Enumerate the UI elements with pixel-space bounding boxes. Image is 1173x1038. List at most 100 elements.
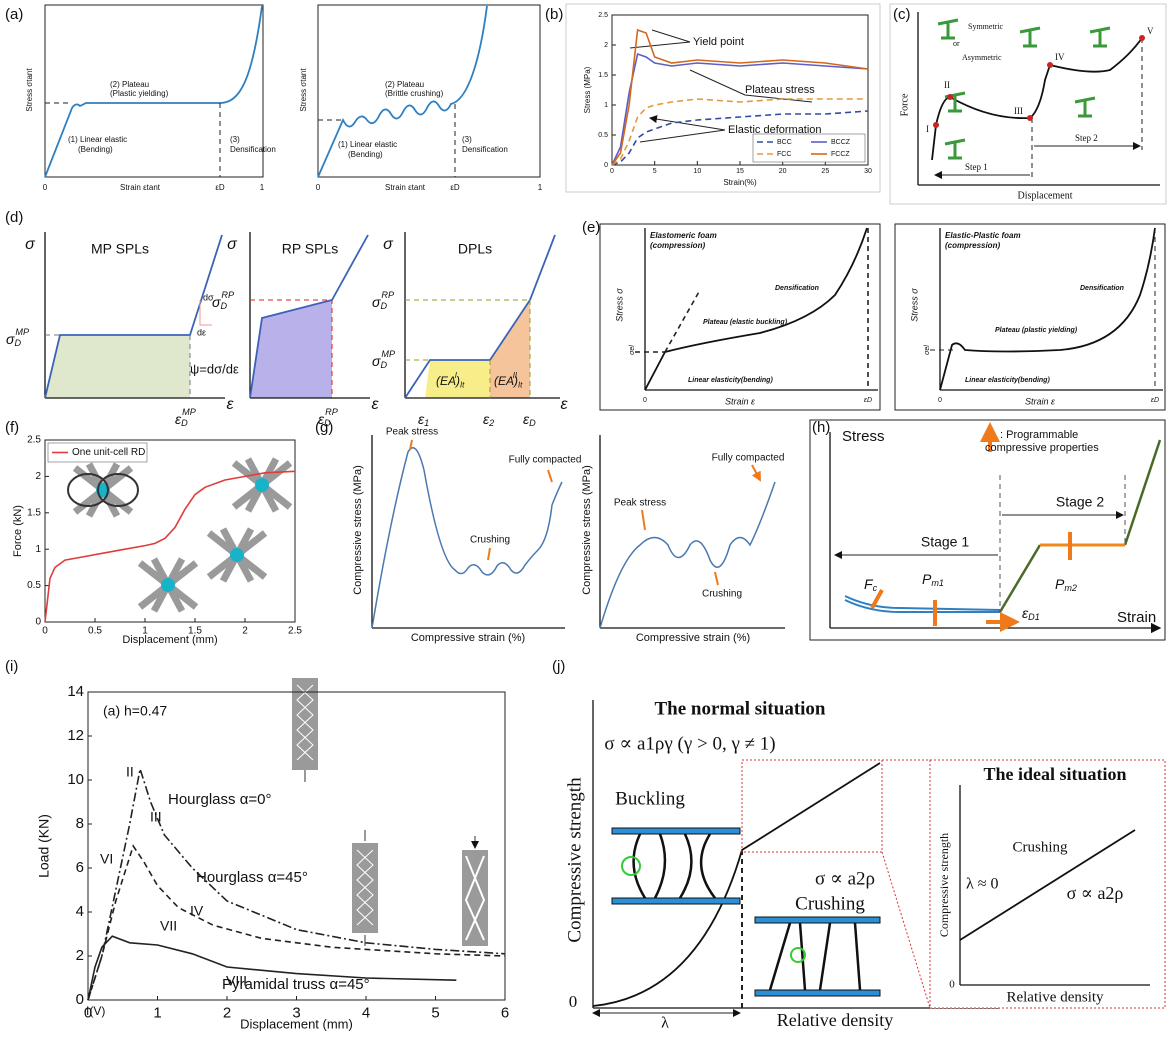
annotation: σ ∝ a2ρ — [1067, 883, 1124, 903]
annotation: Symmetric — [968, 22, 1004, 31]
annotation: (3) — [230, 135, 240, 144]
panel-label: (g) — [315, 419, 333, 436]
shape-path — [250, 299, 333, 398]
icon — [1073, 96, 1097, 118]
annotation: Linear elasticity(bending) — [965, 377, 1050, 384]
annotation: 0 — [316, 183, 321, 192]
annotation: Stage 1 — [921, 534, 969, 550]
panel-f-insets — [67, 459, 290, 611]
marker — [947, 94, 953, 100]
y-axis-label: Force (kN) — [12, 505, 24, 557]
shape-path — [44, 234, 223, 399]
legend-label: BCC — [777, 139, 792, 146]
annotation: V — [1147, 26, 1154, 36]
annotation: ψ=dσ/dε — [190, 361, 239, 376]
marker — [621, 856, 641, 876]
annotation: III — [150, 809, 162, 825]
symbol-sub: 2 — [488, 419, 494, 429]
annotation: Fully compacted — [712, 453, 785, 464]
annotation: 0 — [643, 397, 647, 404]
legend-label: One unit-cell RD — [72, 447, 145, 458]
annotation: Stress σ — [614, 288, 624, 322]
shape-path — [930, 228, 1156, 390]
annotation: Force — [899, 93, 910, 116]
annotation: Displacement — [1018, 190, 1073, 201]
symbol: ε1 — [418, 411, 429, 429]
symbol-sub: m1 — [931, 579, 944, 589]
y-tick-label: 1 — [604, 102, 608, 109]
annotation: (1) Linear elastic — [68, 135, 127, 144]
shape-path — [935, 146, 1140, 175]
panel-c — [889, 3, 1167, 205]
symbol: σD RP — [372, 290, 394, 311]
axis-label: σ — [383, 236, 394, 253]
x-tick-label: 1 — [142, 626, 148, 637]
annotation: εD — [864, 397, 872, 404]
annotation: Stage 2 — [1056, 494, 1104, 510]
annotation: Step 1 — [965, 162, 988, 172]
series-line — [611, 28, 869, 166]
shape-path — [632, 833, 716, 899]
x-tick-label: 20 — [779, 168, 787, 175]
shape — [754, 916, 881, 924]
shape-path — [317, 5, 488, 178]
legend-label: FCCZ — [831, 151, 850, 158]
x-tick-label: 2 — [223, 1004, 231, 1021]
axis-label: ε — [226, 396, 234, 413]
shape-path — [844, 595, 1001, 613]
annotation: σ ∝ a2ρ — [815, 868, 875, 889]
plot-frame — [44, 439, 296, 623]
icon — [1088, 26, 1112, 48]
symbol-base: ε — [175, 411, 182, 427]
y-tick-label: 8 — [76, 815, 84, 832]
y-tick-label: 0.5 — [27, 580, 41, 591]
symbol-base: ε — [523, 411, 530, 427]
x-tick-label: 0 — [42, 626, 48, 637]
annotation: Asymmetric — [962, 53, 1002, 62]
symbol: σD MP — [6, 327, 29, 348]
annotation: (compression) — [945, 241, 1000, 250]
symbol-sup: MP — [15, 327, 29, 337]
series-label: Hourglass α=0° — [168, 791, 271, 808]
y-tick-label: 2 — [35, 471, 41, 482]
annotation: Plateau (elastic buckling) — [703, 319, 788, 326]
annotation: Relative density — [1006, 989, 1104, 1005]
annotation: Relative density — [777, 1010, 893, 1030]
panel-title: RP SPLs — [282, 241, 339, 257]
x-tick-label: 6 — [501, 1004, 509, 1021]
series-line — [87, 768, 506, 1001]
annotation: Elastic deformation — [728, 124, 822, 136]
annotation: εD — [215, 183, 225, 192]
axis-label: ε — [560, 396, 568, 413]
annotation: : Programmable — [1000, 429, 1078, 441]
panel-label: (h) — [812, 419, 830, 436]
shape-path — [404, 232, 560, 399]
annotation: or — [953, 39, 960, 48]
panel-d — [44, 232, 560, 399]
shape-path — [371, 435, 565, 629]
panel-b-frame — [565, 3, 881, 193]
annotation: Compressive strain (%) — [636, 632, 750, 644]
annotation: Stress — [842, 428, 885, 445]
annotation: VIII — [226, 973, 247, 989]
series-line — [44, 470, 296, 623]
symbol: ε2 — [483, 411, 494, 429]
shape — [317, 4, 541, 178]
panel-e — [599, 223, 1166, 411]
symbol-sub: It — [518, 381, 523, 390]
y-tick-label: 0 — [76, 991, 84, 1008]
icon — [1018, 26, 1042, 48]
shape-path — [939, 227, 1156, 391]
symbol-base: σ — [372, 294, 381, 310]
panel-h — [809, 420, 1165, 640]
annotation: Densification — [1080, 285, 1124, 292]
symbol-sup: RP — [381, 290, 394, 300]
shape-path — [304, 770, 475, 946]
shape-path — [959, 785, 1150, 986]
symbol-base: (EA) — [494, 374, 518, 388]
legend-box — [47, 442, 148, 463]
annotation: Compressive stress (MPa) — [581, 465, 593, 595]
x-axis-label: Displacement (mm) — [240, 1016, 353, 1031]
annotation: Compressive strength — [937, 833, 951, 937]
